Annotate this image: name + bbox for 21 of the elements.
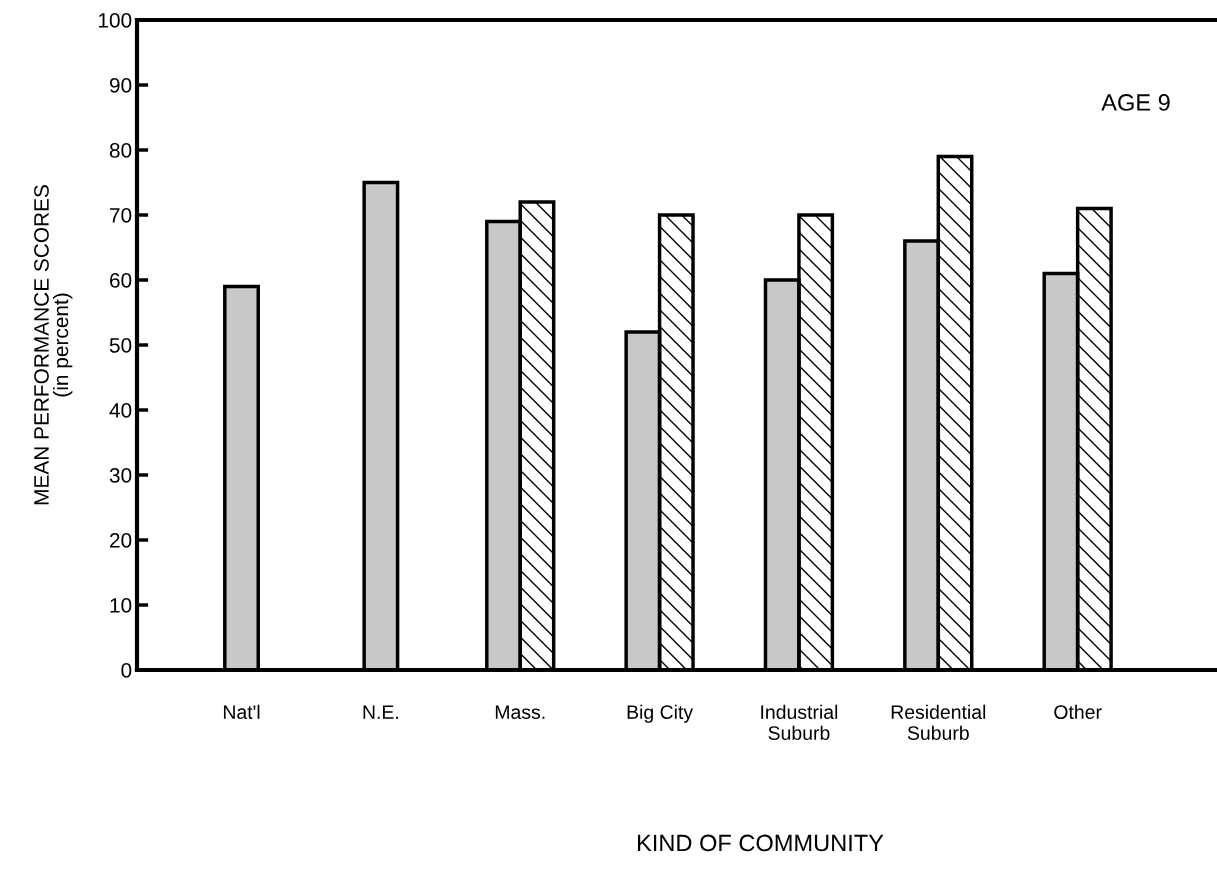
x-tick-label: N.E. <box>363 705 398 719</box>
y-tick-label: 10 <box>110 598 132 613</box>
y-tick-label: 0 <box>121 663 132 678</box>
y-tick-label: 70 <box>110 208 132 223</box>
y-tick-label: 50 <box>109 338 132 353</box>
y-tick-label: 100 <box>98 13 132 28</box>
x-tick-label: Nat'l <box>223 704 260 719</box>
y-tick-label: 40 <box>109 403 132 418</box>
y-tick-label: 30 <box>109 468 132 483</box>
x-tick-label: Other <box>1054 704 1102 719</box>
y-tick-label: 80 <box>109 143 132 158</box>
y-tick-label: 90 <box>109 78 132 93</box>
x-axis-title: KIND OF COMMUNITY <box>637 834 884 852</box>
x-tick-label: Industrial Suburb <box>761 704 838 740</box>
x-tick-label: Residential Suburb <box>891 704 986 740</box>
x-tick-label: Big City <box>627 704 694 723</box>
annotation: AGE 9 <box>1101 94 1170 111</box>
y-tick-label: 60 <box>110 273 132 288</box>
y-tick-label: 20 <box>110 533 132 548</box>
x-tick-label: Mass. <box>495 705 545 719</box>
y-axis-title: MEAN PERFORMANCE SCORES (in percent) <box>34 185 73 505</box>
